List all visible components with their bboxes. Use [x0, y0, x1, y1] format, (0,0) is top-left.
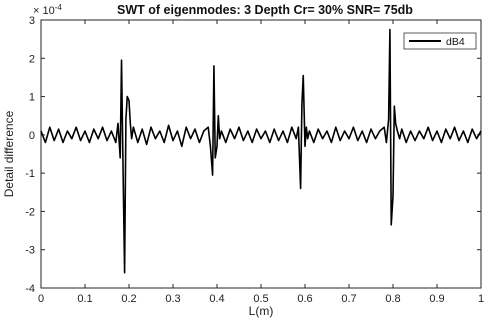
- y-tick-label: -1: [25, 168, 35, 180]
- x-tick-label: 0.1: [77, 293, 92, 305]
- legend-label-dB4: dB4: [446, 36, 465, 48]
- chart-title: SWT of eigenmodes: 3 Depth Cr= 30% SNR= …: [117, 3, 413, 17]
- y-tick-label: -4: [25, 283, 35, 295]
- y-tick-label: 0: [29, 130, 35, 142]
- x-tick-label: 0.7: [341, 293, 356, 305]
- x-tick-label: 0.6: [297, 293, 312, 305]
- y-tick-label: -2: [25, 206, 35, 218]
- x-tick-label: 0.9: [429, 293, 444, 305]
- y-tick-label: 2: [29, 53, 35, 65]
- y-exponent-label: × 10-4: [33, 3, 62, 18]
- legend: dB4: [403, 32, 477, 50]
- y-tick-label: -3: [25, 245, 35, 257]
- x-tick-label: 0: [38, 293, 44, 305]
- series-layer: [40, 28, 482, 274]
- x-tick-label: 0.8: [385, 293, 400, 305]
- x-tick-label: 0.3: [165, 293, 180, 305]
- series-line-dB4: [40, 28, 482, 274]
- tick-layer: 0 0.1 0.2 0.3 0.4 0.5 0.6 0.7 0.8 0.9 1 -4 -3 -2 -1 0 1 2…: [25, 15, 484, 305]
- x-axis-label: L(m): [249, 304, 274, 318]
- y-axis-label: Detail difference: [2, 110, 16, 197]
- x-tick-label: 0.2: [121, 293, 136, 305]
- x-tick-label: 1: [478, 293, 484, 305]
- plot-area: [40, 19, 482, 289]
- y-tick-label: 1: [29, 92, 35, 104]
- y-tick-label: 3: [29, 15, 35, 27]
- x-tick-label: 0.4: [209, 293, 224, 305]
- x-tick-label: 0.5: [253, 293, 268, 305]
- plot-frame: [40, 19, 482, 289]
